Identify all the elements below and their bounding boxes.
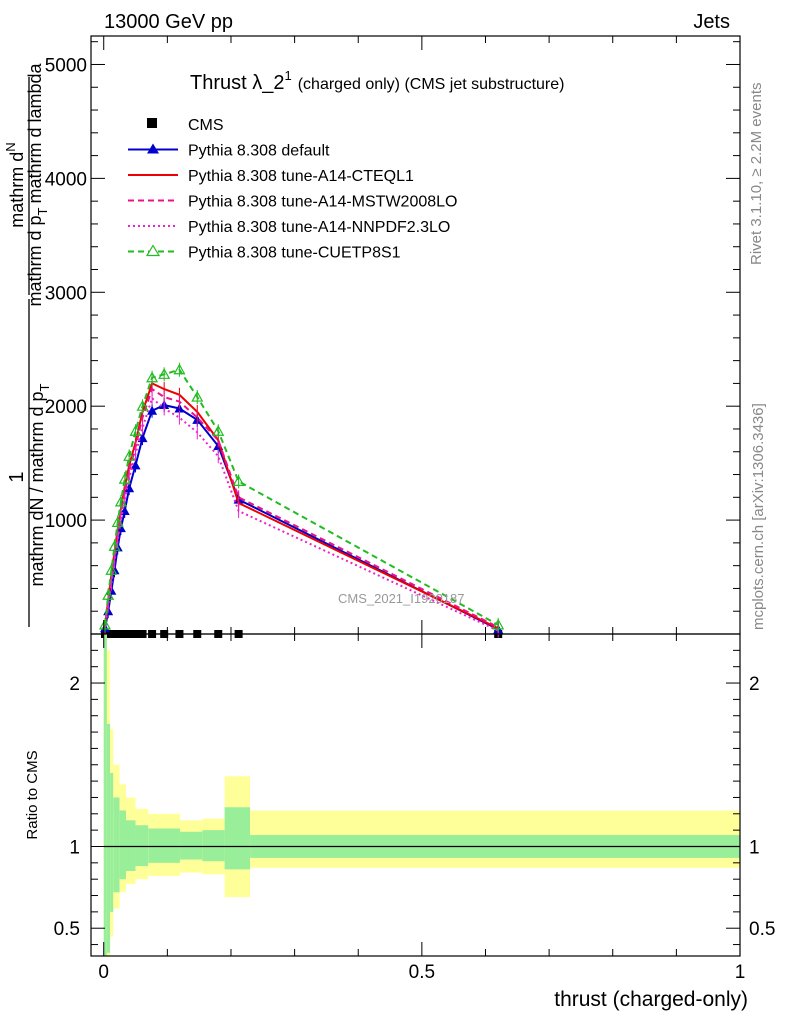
series-point [492, 618, 505, 630]
ratio-y-tick-label-right: 0.5 [749, 919, 775, 940]
ratio-inner-band [110, 772, 114, 912]
series-point [136, 399, 149, 411]
ratio-y-tick-label-right: 2 [749, 674, 760, 695]
ratio-inner-band [103, 634, 107, 956]
energy-label: 13000 GeV pp [104, 11, 233, 33]
ratio-inner-band [106, 723, 111, 953]
y-tick-label: 4000 [45, 169, 87, 190]
main-ticks [91, 36, 741, 634]
ratio-inner-band [135, 825, 149, 867]
mcplots-label: mcplots.cern.ch [arXiv:1306.3436] [750, 403, 767, 630]
series-point [232, 475, 245, 486]
ratio-inner-band [180, 831, 203, 860]
ratio-panel: 0.5 0.5 1 1 2 2 0 0.5 1 [54, 633, 776, 983]
legend: CMS Pythia 8.308 default Pythia 8.308 tune… [128, 117, 457, 262]
y-label-num: 1 [6, 471, 28, 482]
legend-marker [147, 143, 159, 154]
y-label-main: mathrm dN / mathrm d pT [27, 383, 52, 586]
y-label-den-inner: mathrm d pTmathrm d lambda [25, 62, 50, 306]
legend-label-3: Pythia 8.308 tune-A14-MSTW2008LO [188, 194, 457, 211]
series-point [118, 472, 131, 484]
ratio-inner-band [148, 828, 181, 863]
legend-marker [145, 244, 161, 257]
ratio-y-tick-label: 1 [69, 837, 80, 858]
process-label: Jets [693, 11, 730, 33]
legend-label-2: Pythia 8.308 tune-A14-CTEQL1 [188, 168, 414, 185]
series-point [114, 495, 127, 507]
series-point [98, 618, 112, 630]
legend-label-1: Pythia 8.308 default [188, 143, 330, 160]
x-tick-label: 0 [98, 962, 109, 983]
y-tick-label: 2000 [45, 397, 87, 418]
ratio-marks [103, 634, 740, 956]
series-point [105, 563, 118, 575]
y-label-num-inner: mathrm dN [3, 142, 27, 227]
legend-marker-cms [147, 118, 157, 128]
ratio-inner-band [224, 807, 251, 870]
ratio-inner-band [113, 797, 120, 893]
series-point [130, 460, 141, 470]
series-point [212, 425, 225, 436]
ratio-inner-band [202, 830, 225, 862]
series-point [173, 363, 186, 375]
ratio-inner-band [119, 810, 126, 880]
legend-label-0: CMS [188, 117, 224, 134]
chart-title: Thrust λ_21(charged only) (CMS jet subst… [190, 68, 564, 94]
series-point [123, 450, 136, 461]
ratio-ticks [91, 634, 741, 956]
y-tick-label: 3000 [45, 283, 87, 304]
series-point [129, 425, 142, 436]
y-tick-label: 5000 [45, 55, 87, 76]
ratio-ticklabels: 0.5 0.5 1 1 2 2 0 0.5 1 [54, 674, 776, 983]
series-line-5 [104, 368, 499, 626]
series-point [124, 483, 135, 493]
x-tick-label: 0.5 [409, 962, 435, 983]
legend-label-5: Pythia 8.308 tune-CUETP8S1 [188, 245, 401, 262]
ratio-y-tick-label-right: 1 [749, 837, 760, 858]
ratio-inner-band [125, 820, 136, 872]
series-point [111, 516, 124, 527]
analysis-watermark: CMS_2021_I1920187 [338, 591, 465, 606]
ratio-y-label: Ratio to CMS [24, 750, 41, 839]
series-point [147, 405, 158, 415]
series-point [102, 589, 115, 600]
series-point [146, 371, 159, 383]
y-axis-label: 1 mathrm dN mathrm d pTmathrm d lambda m… [3, 62, 52, 627]
x-axis-label: thrust (charged-only) [554, 988, 748, 1011]
ratio-y-tick-label: 2 [69, 674, 80, 695]
ratio-frame [90, 633, 741, 957]
y-tick-label: 1000 [45, 511, 87, 532]
main-ticklabels: 1000 2000 3000 4000 5000 [45, 55, 87, 532]
x-tick-label: 1 [735, 962, 746, 983]
series-point [108, 540, 121, 551]
series-point [158, 368, 171, 379]
rivet-label: Rivet 3.1.10, ≥ 2.2M events [748, 83, 765, 266]
ratio-y-tick-label: 0.5 [54, 919, 80, 940]
legend-label-4: Pythia 8.308 tune-A14-NNPDF2.3LO [188, 219, 450, 236]
series-point [191, 390, 204, 402]
